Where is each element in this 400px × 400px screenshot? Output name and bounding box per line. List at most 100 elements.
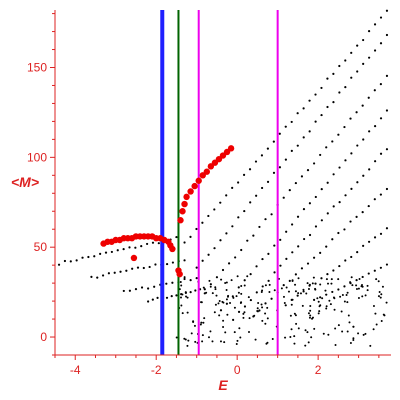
data-point xyxy=(190,332,193,335)
data-point xyxy=(247,330,250,333)
data-point xyxy=(316,297,319,300)
data-point xyxy=(357,297,360,300)
data-point xyxy=(294,273,297,276)
data-point xyxy=(382,313,385,316)
data-point xyxy=(63,259,67,263)
data-point xyxy=(373,23,377,26)
data-point xyxy=(308,130,311,133)
data-point xyxy=(194,289,197,292)
data-point xyxy=(337,231,340,235)
data-point xyxy=(309,304,312,307)
data-point xyxy=(179,296,182,299)
data-point xyxy=(297,292,300,295)
data-point xyxy=(81,256,84,259)
data-point xyxy=(302,136,305,139)
data-point xyxy=(225,302,229,305)
data-point xyxy=(290,328,293,331)
data-point xyxy=(287,290,290,293)
data-point xyxy=(306,282,309,285)
data-point xyxy=(238,327,241,330)
data-point xyxy=(364,294,367,297)
data-point xyxy=(181,312,184,315)
data-point xyxy=(312,276,315,279)
data-point xyxy=(314,120,317,123)
data-point xyxy=(317,312,320,315)
data-point xyxy=(192,320,195,323)
data-point xyxy=(333,308,336,311)
data-point xyxy=(183,259,186,262)
data-point xyxy=(309,314,312,317)
data-point xyxy=(374,160,377,163)
data-point xyxy=(284,125,287,128)
data-point xyxy=(326,105,329,109)
data-point xyxy=(352,325,355,328)
data-point xyxy=(385,109,389,112)
data-point xyxy=(189,235,192,238)
data-point xyxy=(231,225,234,228)
data-point xyxy=(385,263,389,266)
data-point xyxy=(214,286,217,289)
data-point xyxy=(361,275,364,279)
data-point xyxy=(156,296,159,299)
data-point xyxy=(313,327,316,330)
data-point xyxy=(278,132,281,135)
data-point xyxy=(367,96,370,99)
data-point xyxy=(355,284,358,287)
data-point xyxy=(285,230,288,233)
data-point xyxy=(209,330,212,333)
data-point xyxy=(272,140,275,143)
data-point xyxy=(260,186,264,190)
data-point xyxy=(247,296,250,299)
data-point xyxy=(379,152,383,155)
data-point xyxy=(171,281,174,284)
data-point xyxy=(385,301,388,304)
data-point xyxy=(273,244,276,247)
data-point xyxy=(213,311,216,314)
data-point xyxy=(306,262,310,265)
data-point xyxy=(375,278,378,281)
data-point xyxy=(361,211,364,214)
data-point xyxy=(294,314,297,317)
data-point xyxy=(249,298,252,302)
data-point xyxy=(350,255,353,259)
data-point xyxy=(239,336,242,339)
data-point xyxy=(270,297,273,300)
data-point xyxy=(366,289,369,292)
data-point xyxy=(305,292,308,295)
data-point xyxy=(320,86,323,90)
data-point xyxy=(293,335,296,338)
data-point xyxy=(330,278,333,281)
data-point xyxy=(367,30,371,33)
data-point xyxy=(225,298,228,301)
data-point xyxy=(257,302,260,305)
data-point xyxy=(260,291,263,294)
data-point xyxy=(319,153,322,157)
data-point xyxy=(362,174,365,177)
data-point xyxy=(347,314,350,317)
data-point xyxy=(319,251,322,254)
data-point xyxy=(181,293,184,296)
data-point xyxy=(312,298,316,301)
data-point xyxy=(264,284,267,287)
data-point xyxy=(338,91,341,94)
data-point xyxy=(379,42,383,45)
data-point xyxy=(381,285,384,288)
data-point xyxy=(171,261,175,264)
data-point xyxy=(385,148,389,151)
data-point xyxy=(314,195,317,199)
data-point xyxy=(367,272,370,275)
data-point xyxy=(320,277,323,280)
data-point xyxy=(290,149,293,152)
data-point xyxy=(225,289,228,292)
data-point xyxy=(361,295,364,298)
data-point xyxy=(175,336,178,339)
data-point xyxy=(307,341,310,344)
data-point xyxy=(264,218,267,221)
data-point xyxy=(237,286,240,289)
data-point xyxy=(116,249,119,252)
data-point xyxy=(377,280,380,283)
data-point xyxy=(327,282,330,285)
data-point xyxy=(189,291,192,294)
data-point xyxy=(355,111,358,114)
data-point xyxy=(177,217,184,224)
